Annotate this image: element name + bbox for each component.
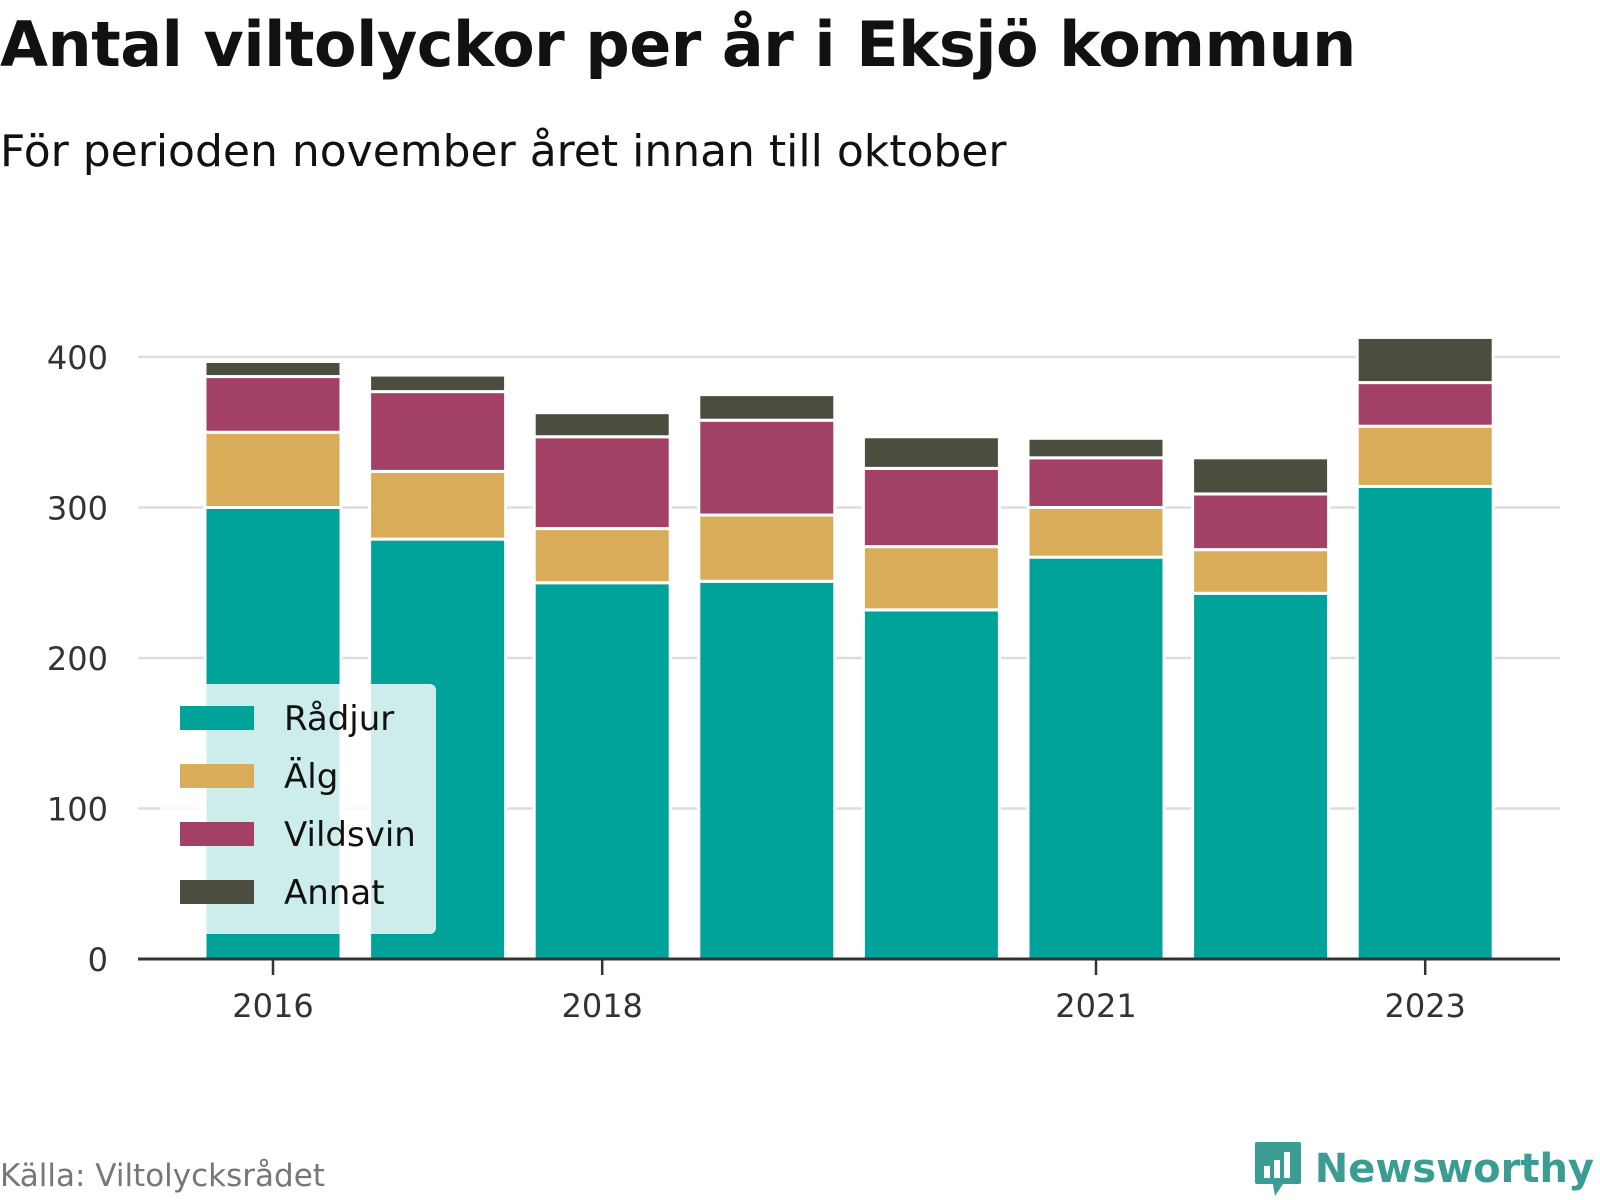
bar-2017-Vildsvin: [368, 390, 508, 473]
legend-swatch: [180, 706, 254, 730]
x-tick-label: 2021: [1055, 987, 1136, 1025]
bar-2023-Älg: [1355, 424, 1495, 488]
legend-label: Annat: [284, 873, 385, 913]
legend-swatch: [180, 822, 254, 846]
chart-subtitle: För perioden november året innan till ok…: [0, 126, 1007, 177]
bar-2022-Älg: [1191, 548, 1331, 595]
y-tick-label: 200: [47, 640, 108, 678]
bar-2016-Vildsvin: [203, 375, 343, 434]
bar-2018-Vildsvin: [532, 435, 672, 531]
x-axis-ticks: 2016 2018 2021 2023: [232, 959, 1466, 1025]
legend-box: [160, 684, 436, 934]
bar-2021-Annat: [1026, 436, 1166, 460]
legend-label: Vildsvin: [284, 815, 416, 855]
bar-2022-Rådjur: [1191, 591, 1331, 961]
bar-2023-Annat: [1355, 335, 1495, 385]
legend-label: Rådjur: [284, 699, 394, 739]
legend: Rådjur Älg Vildsvin Annat: [160, 684, 436, 934]
y-tick-label: 0: [88, 941, 108, 979]
bar-2018-Rådjur: [532, 581, 672, 961]
brand-name: Newsworthy: [1314, 1146, 1594, 1192]
bar-2019-Vildsvin: [697, 418, 837, 517]
bar-2020-Älg: [861, 545, 1001, 612]
y-tick-label: 400: [47, 339, 108, 377]
legend-label: Älg: [284, 757, 338, 797]
bar-2020-Annat: [861, 435, 1001, 470]
bar-2018-Älg: [532, 527, 672, 585]
bar-2019-Annat: [697, 393, 837, 422]
bar-2022-Annat: [1191, 456, 1331, 496]
bar-2023-Vildsvin: [1355, 381, 1495, 428]
x-tick-label: 2023: [1384, 987, 1465, 1025]
bar-2021-Älg: [1026, 506, 1166, 559]
legend-swatch: [180, 764, 254, 788]
legend-swatch: [180, 880, 254, 904]
bar-2023-Rådjur: [1355, 484, 1495, 961]
bar-2016-Älg: [203, 430, 343, 509]
source-note: Källa: Viltolycksrådet: [0, 1158, 325, 1194]
bar-2018-Annat: [532, 411, 672, 439]
bar-2020-Vildsvin: [861, 466, 1001, 549]
bar-2017-Älg: [368, 469, 508, 541]
y-tick-label: 300: [47, 490, 108, 528]
bar-2019-Rådjur: [697, 579, 837, 961]
newsworthy-logo-icon: [1254, 1142, 1301, 1196]
x-tick-label: 2018: [561, 987, 642, 1025]
bar-2016-Annat: [203, 360, 343, 379]
bar-2017-Annat: [368, 373, 508, 394]
y-axis-ticks: 0 100 200 300 400: [47, 339, 108, 979]
stacked-bar-chart: 0 100 200 300 400 2016 2018 2021 2023 Rådjur Älg…: [47, 335, 1560, 1025]
y-tick-label: 100: [47, 791, 108, 829]
bar-2021-Vildsvin: [1026, 456, 1166, 509]
bar-2022-Vildsvin: [1191, 492, 1331, 552]
brand-logo: Newsworthy: [1253, 1140, 1594, 1198]
bar-2020-Rådjur: [861, 608, 1001, 961]
x-tick-label: 2016: [232, 987, 313, 1025]
bar-2021-Rådjur: [1026, 555, 1166, 961]
bar-2019-Älg: [697, 513, 837, 583]
chart-title: Antal viltolyckor per år i Eksjö kommun: [0, 8, 1356, 81]
